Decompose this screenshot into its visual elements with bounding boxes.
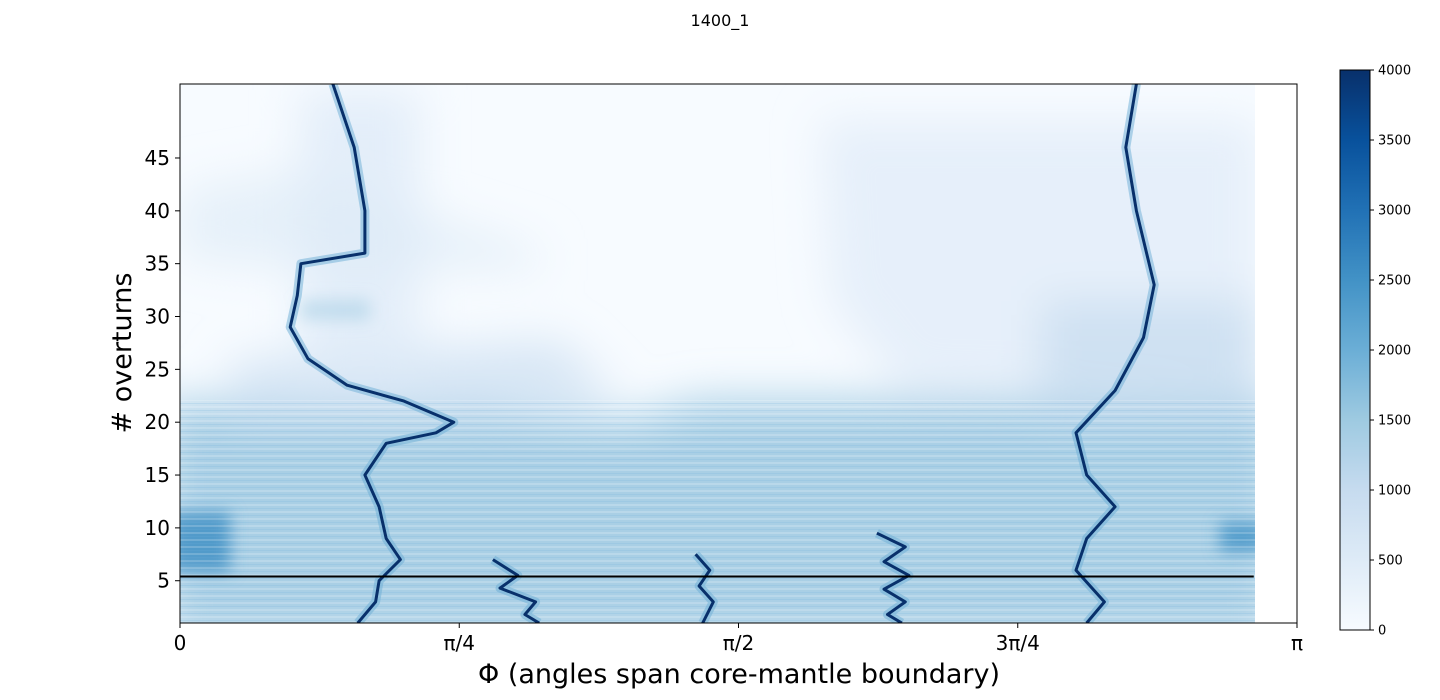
ridge-mid-right xyxy=(876,531,911,623)
ridge-lines xyxy=(285,84,1159,623)
y-tick-label: 25 xyxy=(145,357,170,381)
ridge-left xyxy=(288,84,456,623)
x-tick-label: π/4 xyxy=(443,631,475,655)
heatmap-field xyxy=(180,84,1297,623)
colorbar-tick-label: 1500 xyxy=(1378,414,1411,429)
x-tick-label: 0 xyxy=(174,631,187,655)
x-axis-label: Φ (angles span core-mantle boundary) xyxy=(478,659,1000,690)
colorbar-tick-label: 4000 xyxy=(1378,64,1411,79)
x-axis-ticks: 0 π/4 π/2 3π/4 π xyxy=(174,623,1303,655)
y-axis-label: # overturns xyxy=(107,273,138,434)
y-tick-label: 30 xyxy=(145,305,170,329)
blank-region xyxy=(1255,84,1297,623)
colorbar-tick-label: 3500 xyxy=(1378,134,1411,149)
chart-title: 1400_1 xyxy=(691,11,750,31)
colorbar xyxy=(1339,69,1371,631)
colorbar-tick-label: 500 xyxy=(1378,554,1403,569)
x-tick-label: π/2 xyxy=(723,631,755,655)
colorbar-ticks: 0 500 1000 1500 2000 2500 3000 3500 4000 xyxy=(1370,64,1411,639)
colorbar-tick-label: 3000 xyxy=(1378,204,1411,219)
ridge-right xyxy=(1074,84,1156,623)
y-tick-label: 35 xyxy=(145,252,170,276)
y-tick-label: 45 xyxy=(145,146,170,170)
ridge-mid-left xyxy=(492,558,540,623)
y-tick-label: 10 xyxy=(145,516,170,540)
y-tick-label: 20 xyxy=(145,410,170,434)
colorbar-tick-label: 2000 xyxy=(1378,344,1411,359)
colorbar-tick-label: 2500 xyxy=(1378,274,1411,289)
y-tick-label: 40 xyxy=(145,199,170,223)
y-tick-label: 5 xyxy=(157,569,170,593)
colorbar-tick-label: 0 xyxy=(1378,624,1386,639)
colorbar-tick-label: 1000 xyxy=(1378,484,1411,499)
y-tick-label: 15 xyxy=(145,463,170,487)
x-tick-label: π xyxy=(1291,631,1303,655)
x-tick-label: 3π/4 xyxy=(996,631,1040,655)
ridge-center xyxy=(694,553,715,623)
y-axis-ticks: 5 10 15 20 25 30 35 40 45 xyxy=(145,146,180,593)
